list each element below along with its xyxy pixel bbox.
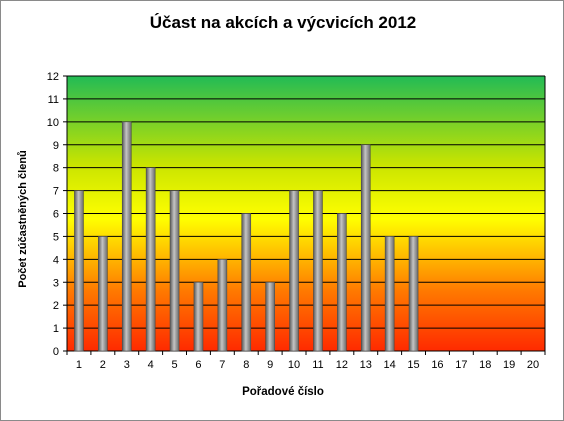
x-axis-label: Pořadové číslo [242, 386, 324, 398]
bar [169, 190, 180, 352]
y-tick-label: 3 [53, 277, 59, 289]
y-tick-label: 0 [53, 346, 59, 358]
y-tick-label: 1 [53, 323, 59, 335]
y-tick-label: 5 [53, 231, 59, 243]
x-tick-label: 20 [527, 359, 539, 371]
y-tick-label: 9 [53, 140, 59, 152]
x-tick-label: 13 [360, 359, 372, 371]
y-tick-label: 2 [53, 300, 59, 312]
x-tick-label: 1 [76, 359, 82, 371]
y-tick-label: 11 [48, 94, 59, 106]
y-tick-label: 8 [53, 163, 59, 175]
chart-title: Účast na akcích a výcvicích 2012 [149, 13, 417, 32]
x-tick-label: 5 [171, 359, 177, 371]
x-tick-label: 10 [288, 359, 300, 371]
x-tick-label: 6 [195, 359, 201, 371]
x-tick-label: 18 [479, 359, 491, 371]
y-tick-label: 12 [47, 71, 59, 83]
x-tick-label: 8 [243, 359, 249, 371]
bar [74, 190, 84, 352]
bar [121, 121, 132, 352]
x-tick-label: 17 [455, 359, 467, 371]
bar [360, 144, 371, 352]
bar [241, 213, 252, 352]
bar [337, 213, 347, 352]
x-tick-label: 14 [384, 359, 396, 371]
x-tick-label: 15 [407, 359, 419, 371]
bar [98, 236, 108, 352]
x-tick-label: 9 [267, 359, 273, 371]
x-tick-label: 4 [148, 359, 154, 371]
x-tick-label: 16 [431, 359, 443, 371]
bar [289, 190, 299, 352]
bar [145, 167, 156, 352]
y-tick-label: 6 [53, 209, 59, 221]
bar [265, 281, 275, 352]
x-tick-label: 2 [100, 359, 106, 371]
x-tick-label: 3 [124, 359, 130, 371]
x-tick-label: 11 [312, 359, 323, 371]
y-tick-label: 7 [53, 186, 59, 198]
x-tick-label: 7 [219, 359, 225, 371]
bar [193, 281, 204, 352]
x-tick-label: 12 [336, 359, 348, 371]
bar [217, 259, 228, 352]
y-tick-label: 10 [47, 117, 59, 129]
bar [408, 236, 419, 352]
x-tick-label: 19 [503, 359, 515, 371]
y-tick-label: 4 [53, 254, 59, 266]
bar [313, 190, 323, 352]
bar [384, 236, 395, 352]
